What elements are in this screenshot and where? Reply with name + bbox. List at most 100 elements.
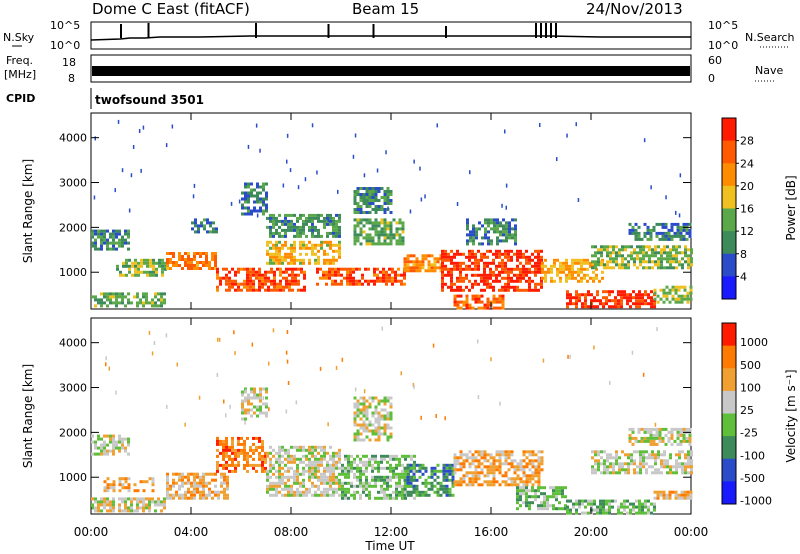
echo-cell (483, 276, 486, 280)
echo-cell (285, 270, 288, 274)
echo-cell (200, 224, 203, 228)
echo-cell (606, 260, 609, 264)
echo-cell (353, 472, 356, 476)
echo-cell (504, 255, 507, 259)
echo-cell (657, 453, 660, 457)
echo-cell (160, 503, 163, 507)
echo-cell (636, 257, 639, 261)
echo-cell (628, 427, 632, 431)
echo-cell (525, 465, 529, 469)
echo-cell (356, 454, 359, 458)
echo-cell (272, 231, 275, 235)
echo-cell (365, 233, 369, 237)
echo-cell (404, 490, 407, 494)
echo-cell (240, 442, 243, 446)
echo-cell (605, 302, 608, 306)
echo-cell (160, 509, 163, 513)
echo-cell (308, 261, 311, 265)
echo-cell (389, 475, 392, 479)
echo-cell (489, 462, 493, 466)
echo-cell (365, 435, 369, 439)
echo-cell (451, 478, 455, 482)
echo-cell (158, 261, 161, 265)
echo-cell (246, 460, 249, 464)
echo-cell (308, 472, 311, 476)
echo-cell (377, 432, 381, 436)
echo-cell (175, 264, 178, 267)
echo-cell (241, 405, 244, 409)
echo-cell (103, 486, 107, 490)
echo-cell (106, 497, 109, 501)
echo-cell (624, 266, 627, 270)
echo-cell (495, 468, 499, 472)
echo-cell (214, 252, 217, 255)
echo-cell (371, 224, 375, 228)
echo-cell (496, 230, 499, 234)
echo-cell (456, 288, 459, 292)
echo-cell (311, 484, 314, 488)
echo-cell (368, 481, 371, 485)
echo-cell (471, 267, 474, 271)
echo-cell (299, 493, 302, 497)
echo-cell (272, 225, 275, 229)
echo-cell (471, 306, 475, 310)
echo-cell (586, 273, 589, 277)
echo-cell (272, 255, 275, 259)
echo-cell (332, 225, 335, 229)
echo-cell (392, 218, 396, 222)
echo-cell (403, 257, 407, 261)
echo-cell (284, 451, 287, 455)
echo-cell (670, 442, 674, 446)
x-tick-label: 08:00 (274, 525, 309, 539)
echo-cell (332, 478, 335, 482)
echo-cell (650, 302, 653, 306)
echo-speck (456, 202, 459, 206)
echo-cell (525, 288, 528, 292)
echo-cell (338, 481, 341, 485)
echo-cell (169, 487, 172, 491)
echo-cell (531, 288, 534, 292)
echo-cell (216, 267, 219, 271)
echo-cell (155, 273, 158, 277)
echo-cell (161, 264, 164, 268)
echo-cell (118, 295, 121, 299)
echo-cell (359, 187, 363, 190)
echo-cell (154, 509, 157, 513)
echo-cell (501, 270, 504, 274)
echo-cell (115, 229, 118, 233)
echo-cell (346, 270, 349, 274)
echo-cell (109, 483, 113, 487)
echo-cell (269, 219, 272, 223)
echo-cell (615, 471, 618, 475)
echo-cell (325, 270, 328, 274)
echo-cell (594, 245, 597, 249)
echo-cell (679, 427, 683, 431)
echo-cell (380, 187, 384, 190)
echo-cell (371, 457, 374, 461)
echo-cell (377, 236, 381, 240)
echo-cell (612, 260, 615, 264)
echo-cell (525, 261, 528, 265)
echo-cell (681, 471, 684, 475)
echo-cell (341, 469, 344, 473)
echo-cell (222, 276, 225, 280)
echo-cell (537, 483, 541, 487)
echo-cell (365, 221, 369, 225)
echo-cell (383, 496, 386, 500)
echo-cell (196, 472, 199, 476)
echo-cell (145, 497, 148, 501)
echo-cell (124, 241, 127, 245)
echo-cell (498, 483, 502, 487)
echo-cell (603, 245, 606, 249)
echo-cell (522, 276, 525, 280)
echo-cell (459, 300, 463, 304)
echo-cell (109, 503, 112, 507)
echo-cell (383, 457, 386, 461)
echo-cell (365, 242, 369, 246)
echo-cell (275, 240, 278, 244)
echo-cell (272, 234, 275, 238)
echo-cell (352, 276, 355, 280)
echo-cell (264, 282, 267, 286)
echo-cell (651, 254, 654, 258)
echo-cell (124, 503, 127, 507)
